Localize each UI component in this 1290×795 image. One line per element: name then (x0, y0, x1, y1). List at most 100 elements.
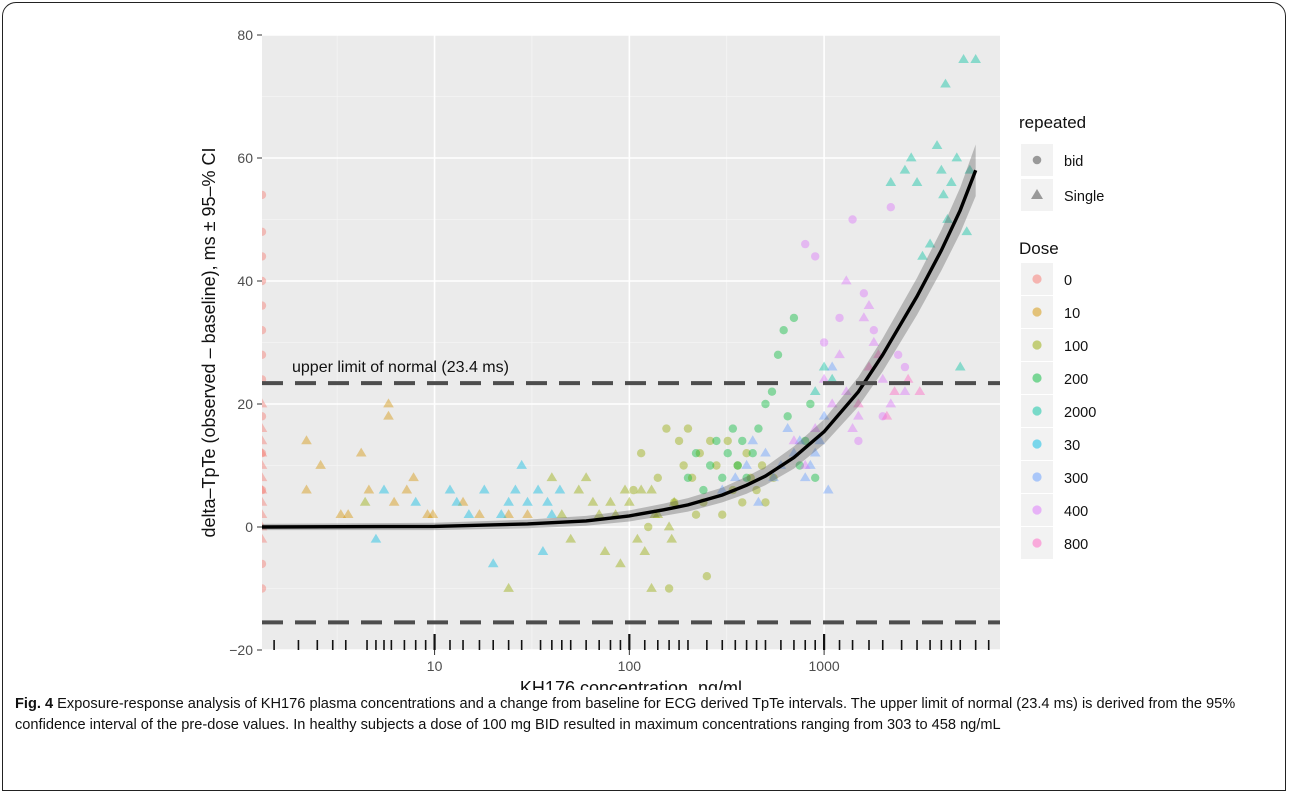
data-point-dose-10-single (503, 509, 514, 519)
data-point-dose-100-bid (742, 449, 751, 458)
data-point-dose-100-single (556, 509, 568, 519)
legend-shape-triangle (1031, 189, 1043, 199)
legend-label-dose-100: 100 (1064, 339, 1088, 355)
data-point-dose-30-single (495, 509, 507, 519)
data-point-dose-400-single (788, 435, 800, 445)
legend-label-single: Single (1064, 189, 1104, 205)
data-point-dose-400-single (818, 373, 830, 383)
data-point-dose-200-bid (795, 461, 804, 470)
data-point-dose-300-single (753, 496, 764, 506)
data-point-dose-300-single (809, 447, 821, 457)
data-point-dose-2000-single (970, 54, 981, 63)
data-point-dose-300-single (747, 435, 759, 445)
data-point-dose-100-bid (757, 461, 767, 470)
data-point-dose-30-single (487, 558, 499, 568)
legend-title-dose: Dose (1019, 239, 1059, 258)
data-point-dose-10-single (301, 435, 312, 445)
data-point-dose-200-bid (779, 326, 788, 335)
data-point-dose-100-bid (683, 424, 693, 433)
data-point-dose-200-bid (761, 399, 770, 409)
data-point-dose-0-bid (262, 252, 267, 261)
legend-label-bid: bid (1064, 154, 1083, 170)
data-point-dose-400-bid (819, 338, 829, 347)
legend-label-dose-400: 400 (1064, 504, 1088, 520)
data-point-dose-0-bid (262, 190, 267, 200)
data-point-dose-100-single (587, 496, 599, 506)
data-point-dose-200-bid (783, 412, 792, 421)
y-tick-label: 60 (237, 150, 253, 166)
data-point-dose-100-single (573, 484, 585, 494)
data-point-dose-30-single (522, 496, 533, 506)
data-point-dose-400-single (885, 398, 897, 408)
data-point-dose-0-single (262, 435, 268, 445)
legend-label-dose-200: 200 (1064, 372, 1088, 388)
data-point-dose-100-single (632, 533, 643, 543)
data-point-dose-30-single (546, 509, 558, 519)
data-point-dose-200-bid (748, 449, 757, 458)
data-point-dose-2000-single (964, 164, 976, 174)
data-point-dose-400-bid (810, 252, 820, 261)
data-point-dose-400-single (847, 423, 858, 432)
legend-swatch-dose-0 (1032, 274, 1042, 284)
data-point-dose-300-single (760, 447, 771, 457)
data-point-dose-200-bid (789, 313, 799, 323)
data-point-dose-200-bid (773, 350, 783, 359)
data-point-dose-0-single (262, 447, 268, 457)
data-point-dose-30-single (542, 496, 553, 506)
x-tick-label: 1000 (809, 658, 840, 674)
data-point-dose-300-single (782, 423, 793, 432)
data-point-dose-30-single (537, 546, 549, 555)
data-point-dose-0-single (262, 398, 268, 408)
data-point-dose-200-bid (705, 461, 715, 470)
data-point-dose-400-bid (869, 326, 879, 335)
data-point-dose-300-single (814, 435, 826, 445)
legend-swatch-dose-2000 (1032, 406, 1042, 416)
data-point-dose-400-single (899, 386, 911, 396)
data-point-dose-0-single (262, 533, 268, 543)
data-point-dose-30-single (378, 484, 390, 494)
data-point-dose-0-bid (262, 559, 267, 569)
data-point-dose-400-bid (835, 313, 844, 323)
data-point-dose-100-single (605, 496, 616, 506)
data-point-dose-200-bid (712, 436, 721, 446)
data-point-dose-100-bid (636, 449, 646, 458)
data-point-dose-10-single (335, 509, 347, 519)
y-tick-label: 20 (237, 396, 253, 412)
data-point-dose-10-single (315, 459, 326, 469)
upper-limit-label: upper limit of normal (23.4 ms) (292, 359, 509, 376)
data-point-dose-100-bid (664, 584, 674, 593)
data-point-dose-100-single (619, 484, 631, 494)
data-point-dose-100-single (649, 509, 661, 519)
data-point-dose-200-bid (723, 449, 732, 458)
legend-swatch-dose-400 (1032, 505, 1042, 515)
data-point-dose-400-bid (801, 239, 810, 249)
x-tick-label: 100 (618, 658, 642, 674)
data-point-dose-100-bid (746, 473, 755, 482)
data-point-dose-200-bid (738, 436, 747, 446)
data-point-dose-30-single (510, 484, 521, 494)
data-point-dose-10-single (363, 484, 375, 494)
data-point-dose-0-bid (262, 301, 267, 310)
legend-swatch-dose-30 (1032, 439, 1042, 449)
data-point-dose-100-single (599, 546, 611, 555)
data-point-dose-300-single (826, 361, 838, 371)
legend-title-repeated: repeated (1019, 113, 1086, 132)
y-axis-title: delta–TpTe (observed – baseline), ms ± 9… (199, 147, 219, 537)
data-point-dose-2000-single (961, 226, 973, 236)
data-point-dose-100-single (565, 533, 577, 543)
data-point-dose-300-single (794, 435, 806, 445)
data-point-dose-100-bid (718, 510, 727, 519)
data-point-dose-100-bid (702, 572, 712, 581)
data-point-dose-100-bid (653, 473, 663, 482)
data-point-dose-0-bid (262, 584, 267, 593)
x-axis-title: KH176 concentration, ng/ml (520, 678, 742, 690)
data-point-dose-100-single (624, 496, 635, 506)
data-point-dose-0-bid (262, 350, 267, 359)
data-point-dose-30-single (444, 484, 456, 494)
data-point-dose-200-bid (801, 436, 810, 446)
data-point-dose-200-bid (718, 473, 727, 482)
data-point-dose-300-single (716, 484, 728, 494)
data-point-dose-400-single (826, 398, 838, 408)
data-point-dose-400-bid (886, 203, 896, 212)
data-point-dose-100-bid (738, 498, 747, 507)
